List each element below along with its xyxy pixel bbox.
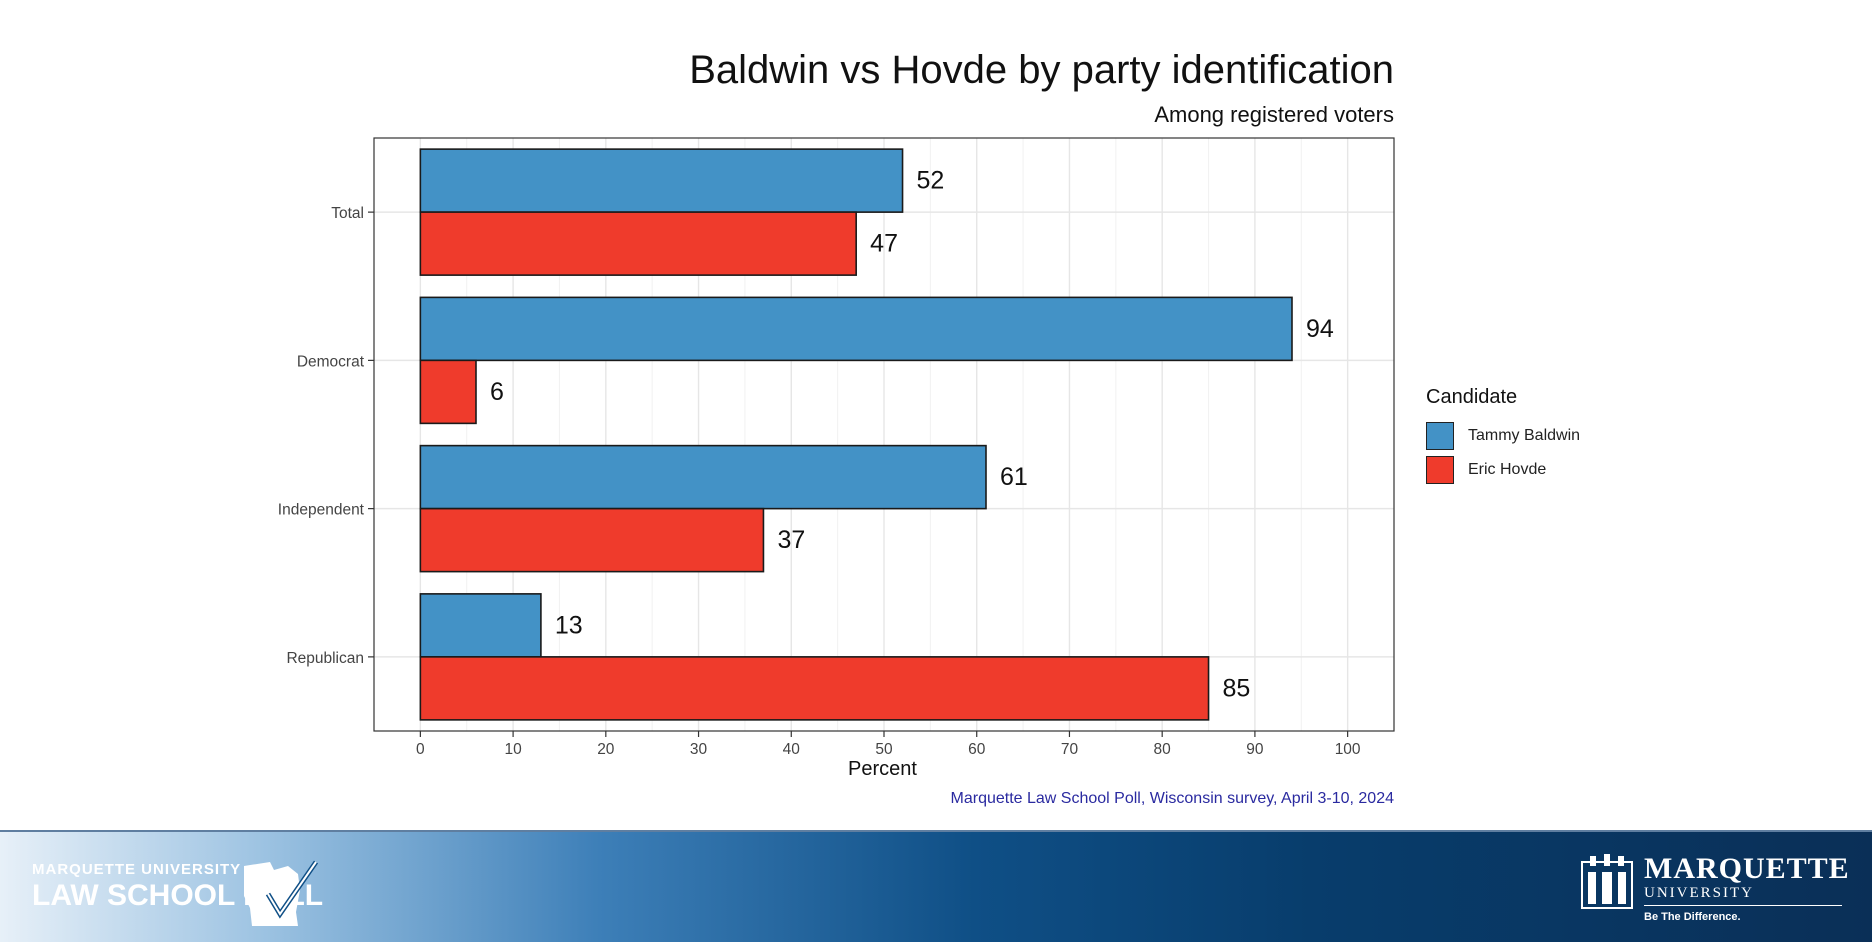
x-tick-label-80: 80: [1154, 741, 1172, 758]
legend-item-baldwin: Tammy Baldwin: [1426, 419, 1580, 453]
chart-title: Baldwin vs Hovde by party identification: [689, 48, 1394, 92]
legend-item-hovde: Eric Hovde: [1426, 453, 1580, 487]
x-tick-label-90: 90: [1246, 741, 1264, 758]
mu-sub: UNIVERSITY: [1644, 886, 1842, 906]
bar-tammy-baldwin-total: [419, 148, 904, 213]
x-tick-label-100: 100: [1335, 741, 1361, 758]
y-tick-label-total: Total: [331, 205, 364, 222]
poll-logo-line1: MARQUETTE UNIVERSITY: [32, 861, 242, 878]
x-axis-label: Percent: [848, 758, 917, 780]
y-tick-label-republican: Republican: [286, 650, 364, 667]
y-tick-label-democrat: Democrat: [297, 353, 365, 370]
legend-title: Candidate: [1426, 386, 1518, 408]
mu-name: MARQUETTE: [1644, 852, 1850, 885]
chart-plot: 52 47 Total 94 6 Democrat 61 37 Independent 13 85 R…: [278, 137, 1395, 758]
legend-swatch-baldwin: [1426, 422, 1454, 450]
data-label-tammy-baldwin-independent: 61: [1000, 463, 1028, 491]
chart-subtitle: Among registered voters: [1154, 102, 1394, 127]
data-label-eric-hovde-total: 47: [870, 230, 898, 258]
chart: Baldwin vs Hovde by party identification…: [278, 48, 1580, 807]
x-tick-label-50: 50: [875, 741, 893, 758]
bar-tammy-baldwin-democrat: [419, 296, 1293, 362]
bar-tammy-baldwin-republican: [419, 593, 542, 658]
plot-border: [373, 137, 1395, 732]
x-tick-label-60: 60: [968, 741, 986, 758]
x-tick-label-20: 20: [597, 741, 615, 758]
marquette-seal-icon: [1581, 854, 1633, 909]
legend-label-baldwin: Tammy Baldwin: [1468, 427, 1581, 444]
mu-tagline: Be The Difference.: [1644, 911, 1741, 923]
bar-eric-hovde-democrat: [419, 359, 477, 425]
legend-label-hovde: Eric Hovde: [1468, 461, 1547, 478]
data-label-tammy-baldwin-democrat: 94: [1306, 315, 1334, 343]
source-note: Marquette Law School Poll, Wisconsin sur…: [950, 790, 1394, 807]
x-tick-label-0: 0: [416, 741, 425, 758]
wisconsin-checkmark-icon: [244, 860, 319, 926]
data-label-tammy-baldwin-total: 52: [917, 167, 945, 195]
x-tick-label-40: 40: [783, 741, 801, 758]
data-label-tammy-baldwin-republican: 13: [555, 611, 583, 639]
legend-swatch-hovde: [1426, 456, 1454, 484]
data-label-eric-hovde-independent: 37: [777, 526, 805, 554]
data-label-eric-hovde-republican: 85: [1223, 674, 1251, 702]
x-tick-label-30: 30: [690, 741, 708, 758]
x-tick-label-70: 70: [1061, 741, 1079, 758]
bar-tammy-baldwin-independent: [419, 444, 987, 510]
footer-banner: MARQUETTE UNIVERSITY LAW SCHOOL POLL MAR…: [0, 830, 1872, 942]
legend: Candidate Tammy Baldwin Eric Hovde: [1426, 386, 1580, 487]
bar-eric-hovde-independent: [419, 507, 765, 573]
x-tick-label-10: 10: [504, 741, 522, 758]
marquette-university-logo: MARQUETTE UNIVERSITY Be The Difference.: [1580, 854, 1850, 923]
data-label-eric-hovde-democrat: 6: [490, 378, 504, 406]
bar-eric-hovde-total: [419, 211, 857, 276]
y-tick-label-independent: Independent: [278, 502, 365, 519]
bar-eric-hovde-republican: [419, 656, 1210, 721]
